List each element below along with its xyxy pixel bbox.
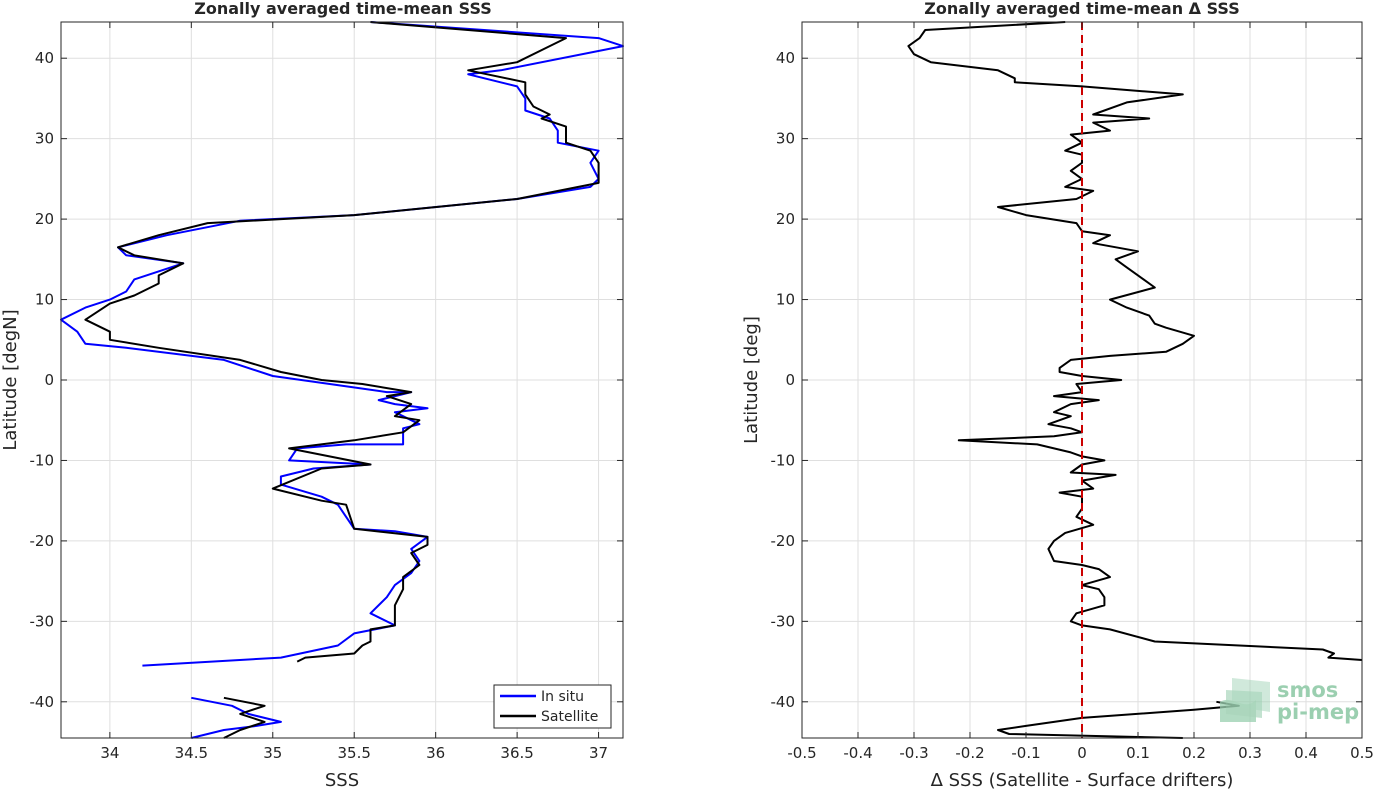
left-y-tick-label: 20 [35, 210, 54, 228]
right-chart-title: Zonally averaged time-mean Δ SSS [924, 0, 1240, 18]
left-series-group [60, 21, 624, 739]
right-y-tick-label: 0 [785, 371, 795, 389]
left-x-tick-label: 36 [426, 744, 445, 762]
left-y-axis-label: Latitude [degN] [0, 309, 21, 450]
left-y-tick-label: 0 [44, 371, 54, 389]
right-y-tick-label: -30 [771, 612, 796, 630]
right-x-tick-label: 0.5 [1350, 744, 1374, 762]
left-y-tick-label: 40 [35, 49, 54, 67]
left-chart-title: Zonally averaged time-mean SSS [194, 0, 492, 18]
right-y-axis-label: Latitude [deg] [741, 316, 762, 444]
left-x-tick-label: 34.5 [175, 744, 208, 762]
left-y-tick-label: -10 [30, 451, 55, 469]
left-series-line-satellite-seg0 [84, 21, 600, 663]
left-x-axis-label: SSS [325, 770, 359, 790]
right-x-tick-label: 0.2 [1182, 744, 1206, 762]
right-x-tick-label: 0.3 [1238, 744, 1262, 762]
right-y-tick-label: -20 [771, 532, 796, 550]
left-grid [61, 22, 623, 738]
left-x-tick-label: 37 [589, 744, 608, 762]
left-ticks: 34 34.5 35 35.5 36 36.5 37 -40 -30 -20 -10 0 10 20 30 4… [30, 22, 623, 762]
left-y-tick-label: -40 [30, 693, 55, 711]
left-series-line-in-situ-seg1 [191, 696, 282, 739]
left-y-tick-label: -30 [30, 612, 55, 630]
right-x-tick-label: -0.2 [955, 744, 984, 762]
right-y-tick-label: -10 [771, 451, 796, 469]
right-x-tick-label: -0.3 [899, 744, 928, 762]
legend-label-in-situ: In situ [541, 689, 584, 705]
right-x-tick-label: -0.1 [1011, 744, 1040, 762]
logo-waves-icon [1220, 678, 1270, 722]
right-x-tick-label: -0.5 [787, 744, 816, 762]
left-series-line-satellite-seg1 [223, 696, 266, 739]
left-y-tick-label: 30 [35, 130, 54, 148]
right-series-line-delta-sss-seg0 [907, 21, 1363, 661]
logo-text-smos: smos [1277, 678, 1338, 702]
right-y-tick-label: -40 [771, 693, 796, 711]
right-x-tick-label: 0.1 [1126, 744, 1150, 762]
left-y-tick-label: 10 [35, 291, 54, 309]
right-x-axis-label: Δ SSS (Satellite - Surface drifters) [931, 770, 1234, 790]
right-y-tick-label: 20 [776, 210, 795, 228]
left-y-tick-label: -20 [30, 532, 55, 550]
left-x-tick-label: 36.5 [500, 744, 533, 762]
left-x-tick-label: 35 [263, 744, 282, 762]
right-y-tick-label: 30 [776, 130, 795, 148]
left-x-tick-label: 34 [100, 744, 119, 762]
right-x-tick-label: 0.4 [1294, 744, 1318, 762]
right-y-tick-label: 10 [776, 291, 795, 309]
logo-text-pi-mep: pi-mep [1277, 700, 1359, 724]
legend: In situ Satellite [493, 684, 612, 729]
right-x-tick-label: -0.4 [843, 744, 872, 762]
legend-label-satellite: Satellite [541, 709, 598, 725]
left-x-tick-label: 35.5 [338, 744, 371, 762]
right-chart-panel: Zonally averaged time-mean Δ SSS -0.5 -0.… [741, 0, 1374, 791]
right-x-tick-label: 0 [1077, 744, 1087, 762]
legend-box [493, 684, 612, 729]
smos-pi-mep-logo: smos pi-mep [1220, 678, 1359, 724]
left-chart-panel: Zonally averaged time-mean SSS 34 34.5 35 3… [0, 0, 624, 791]
right-y-tick-label: 40 [776, 49, 795, 67]
right-ticks: -0.5 -0.4 -0.3 -0.2 -0.1 0 0.1 0.2 0.3 0.4 0.5 -40 -… [771, 22, 1374, 762]
